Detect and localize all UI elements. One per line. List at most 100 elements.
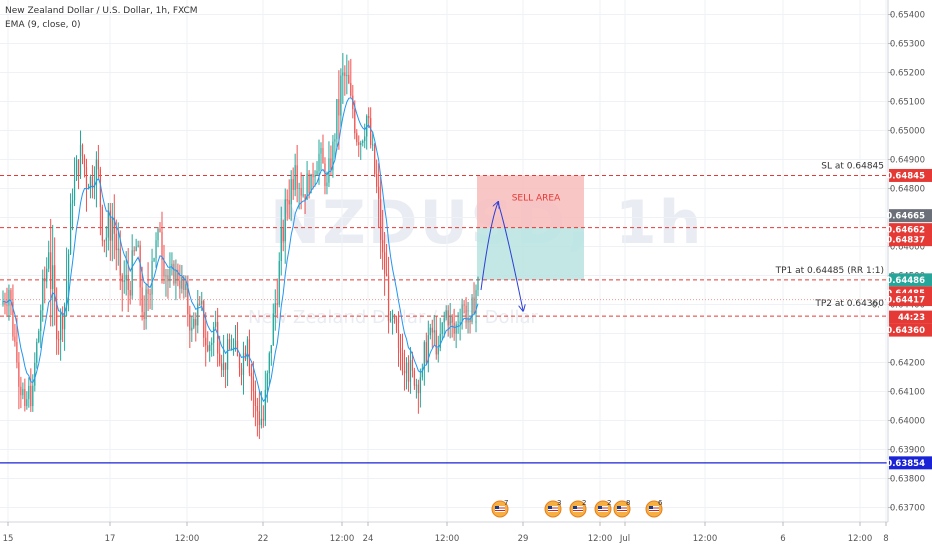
candle-body <box>44 277 46 282</box>
candle-body <box>135 246 137 251</box>
event-count: 8 <box>626 499 630 507</box>
candle-body <box>260 418 262 426</box>
candle-body <box>115 233 117 251</box>
candle-body <box>298 188 300 190</box>
event-count: 2 <box>582 499 586 507</box>
candle-body <box>425 342 427 363</box>
symbol-title[interactable]: New Zealand Dollar / U.S. Dollar, 1h, FX… <box>5 6 198 16</box>
price-tick-label: 0.65300 <box>890 40 925 50</box>
take-profit-zone <box>477 227 584 280</box>
flag-canton <box>598 506 602 509</box>
candle-body <box>207 345 209 351</box>
price-tick-label: 0.65100 <box>890 98 925 108</box>
candle-body <box>356 133 358 143</box>
time-tick-label: 17 <box>105 534 116 544</box>
candle-body <box>127 274 129 290</box>
take-profit-2-label: TP2 at 0.64360 <box>814 299 884 309</box>
candle-body <box>54 265 56 302</box>
candle-body <box>284 199 286 242</box>
candle-body <box>56 301 58 340</box>
candle-body <box>113 217 115 234</box>
candle-body <box>205 337 207 346</box>
candle-body <box>433 330 435 333</box>
candle-body <box>99 169 101 207</box>
candle-body <box>71 200 74 204</box>
time-tick-label: 29 <box>518 534 529 544</box>
candle-body <box>376 174 378 187</box>
event-flag-icon: 6 <box>645 499 663 518</box>
candle-body <box>215 321 217 327</box>
candle-body <box>183 277 185 290</box>
candle-body <box>256 406 259 412</box>
candle-body <box>187 284 189 315</box>
candle-body <box>302 194 304 196</box>
sell-area-label: SELL AREA <box>512 193 561 203</box>
candle-body <box>179 280 181 289</box>
candle-body <box>50 252 52 290</box>
event-count: 6 <box>658 499 663 507</box>
candle-body <box>413 370 416 386</box>
candle-body <box>75 159 78 181</box>
time-tick-label: Jul <box>619 534 630 544</box>
candle-body <box>105 237 107 241</box>
candle-body <box>397 330 400 348</box>
candle-body <box>405 362 408 374</box>
candle-body <box>389 319 392 321</box>
time-tick-label: 15 <box>3 534 14 544</box>
candle-body <box>111 217 113 241</box>
candle-body <box>266 373 268 390</box>
candle-body <box>234 340 237 348</box>
candle-body <box>28 385 30 400</box>
candle-body <box>294 165 296 190</box>
candle-body <box>447 310 449 326</box>
candle-body <box>358 142 360 145</box>
price-label-bg <box>889 323 932 337</box>
candle-body <box>159 228 161 232</box>
candle-body <box>370 118 372 145</box>
candle-body <box>385 273 388 277</box>
candle-body <box>264 389 266 421</box>
price-tick-label: 0.64200 <box>890 359 925 369</box>
candle-body <box>360 142 362 145</box>
candle-body <box>334 139 336 142</box>
time-tick-label: 8 <box>883 534 888 544</box>
stop-loss-label: SL at 0.64845 <box>821 161 884 171</box>
candle-body <box>443 317 445 323</box>
candle-body <box>407 362 410 382</box>
candle-body <box>236 340 239 357</box>
candle-body <box>193 319 195 328</box>
grid-lines <box>0 0 888 522</box>
candle-body <box>374 144 376 174</box>
candle-body <box>8 290 10 306</box>
indicator-label[interactable]: EMA (9, close, 0) <box>5 20 81 30</box>
candle-body <box>348 74 350 84</box>
candle-body <box>423 342 425 369</box>
candle-body <box>411 359 414 371</box>
candle-body <box>368 116 370 119</box>
candle-body <box>175 269 177 284</box>
candle-body <box>240 368 243 375</box>
candle-body <box>318 153 320 172</box>
economic-events: 7 3 2 2 8 6 <box>491 499 663 518</box>
candle-body <box>467 318 469 322</box>
candle-body <box>195 319 197 326</box>
candle-body <box>97 159 100 170</box>
candle-body <box>352 95 354 110</box>
candle-body <box>280 227 282 261</box>
candle-body <box>383 252 386 274</box>
candle-body <box>191 327 193 331</box>
candle-body <box>40 310 42 332</box>
candle-body <box>262 418 264 421</box>
candle-body <box>20 386 22 396</box>
candle-body <box>393 316 396 319</box>
candle-body <box>419 377 421 394</box>
candle-body <box>439 333 441 348</box>
flag-field <box>495 506 505 512</box>
price-label-bg <box>889 223 932 237</box>
candle-body <box>107 210 109 238</box>
event-flag-icon: 7 <box>491 499 509 518</box>
candle-body <box>129 290 131 296</box>
candle-body <box>344 72 346 77</box>
candle-body <box>437 348 439 355</box>
